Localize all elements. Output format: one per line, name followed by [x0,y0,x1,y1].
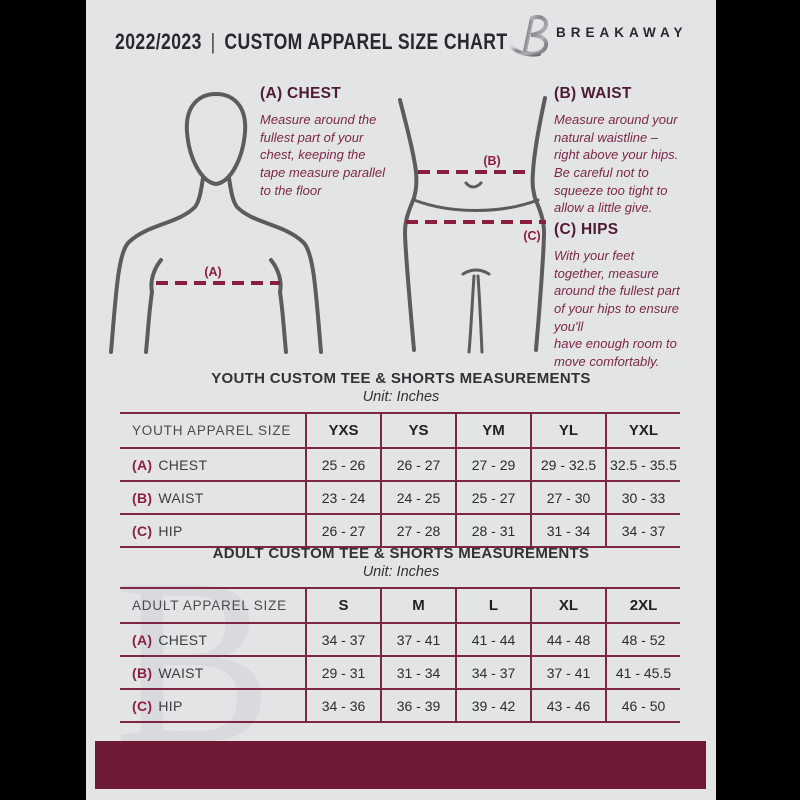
instruction-chest-body: Measure around the fullest part of your … [260,112,386,198]
measurement-cell: 27 - 29 [455,448,531,482]
measurement-cell: 37 - 41 [380,623,456,657]
measurement-cell: 25 - 26 [305,448,381,482]
measurement-cell: 25 - 27 [455,481,531,515]
row-label: (A) CHEST [120,623,306,657]
size-col-header: YXL [605,412,680,449]
instruction-waist-body: Measure around your natural waistline – … [554,112,679,216]
measurement-cell: 41 - 44 [455,623,531,657]
adult-table-title: ADULT CUSTOM TEE & SHORTS MEASUREMENTS [212,545,590,562]
letterbox-left [0,0,86,800]
row-label: (B) WAIST [120,656,306,690]
row-label: (C) HIP [120,689,306,723]
chest-line-label: (A) [204,265,221,279]
measurement-cell: 43 - 46 [530,689,606,723]
youth-size-header: YOUTH APPAREL SIZE [120,412,306,449]
measurement-cell: 46 - 50 [605,689,680,723]
measurement-cell: 29 - 32.5 [530,448,606,482]
brand-wordmark: BREAKAWAY [556,25,688,40]
measurement-cell: 48 - 52 [605,623,680,657]
youth-table-unit: Unit: Inches [362,389,440,405]
measurement-cell: 36 - 39 [380,689,456,723]
size-col-header: YL [530,412,606,449]
instruction-hips-heading: (C) HIPS [554,221,619,238]
measurement-cell: 24 - 25 [380,481,456,515]
row-label: (A) CHEST [120,448,306,482]
measurement-cell: 34 - 37 [605,514,680,548]
instruction-waist: (B) WAIST Measure around your natural wa… [554,85,710,217]
page-title: 2022/2023 | CUSTOM APPAREL SIZE CHART [115,29,508,55]
size-col-header: YXS [305,412,381,449]
measurement-cell: 30 - 33 [605,481,680,515]
table-row: (C) HIP 26 - 27 27 - 28 28 - 31 31 - 34 3… [120,514,680,548]
size-chart-page: B 2022/2023 | CUSTOM APPAREL SIZE CHART BR… [86,0,716,800]
size-col-header: L [455,587,531,624]
measurement-cell: 26 - 27 [305,514,381,548]
table-row: (B) WAIST 29 - 31 31 - 34 34 - 37 37 - 41… [120,656,680,690]
table-row: (A) CHEST 34 - 37 37 - 41 41 - 44 44 - 48… [120,623,680,657]
measurement-cell: 31 - 34 [530,514,606,548]
upper-body-figure: (A) [109,91,323,354]
instruction-hips-body: With your feet together, measure around … [554,248,680,370]
size-col-header: S [305,587,381,624]
measurement-cell: 41 - 45.5 [605,656,680,690]
youth-table-title: YOUTH CUSTOM TEE & SHORTS MEASUREMENTS [211,370,591,387]
measurement-cell: 29 - 31 [305,656,381,690]
size-col-header: 2XL [605,587,680,624]
waist-line-label: (B) [483,154,500,168]
instruction-waist-heading: (B) WAIST [554,85,632,102]
measurement-cell: 23 - 24 [305,481,381,515]
title-text: CUSTOM APPAREL SIZE CHART [224,29,508,54]
row-label: (B) WAIST [120,481,306,515]
instruction-hips: (C) HIPS With your feet together, measur… [554,221,710,371]
size-col-header: M [380,587,456,624]
measurement-cell: 34 - 36 [305,689,381,723]
measurement-cell: 27 - 30 [530,481,606,515]
instruction-chest: (A) CHEST Measure around the fullest par… [260,85,410,199]
measurement-cell: 27 - 28 [380,514,456,548]
measurement-cell: 28 - 31 [455,514,531,548]
table-row: (A) CHEST 25 - 26 26 - 27 27 - 29 29 - 32… [120,448,680,482]
size-col-header: YS [380,412,456,449]
footer-accent-bar [95,741,706,789]
measurement-cell: 34 - 37 [305,623,381,657]
table-row: (B) WAIST 23 - 24 24 - 25 25 - 27 27 - 30… [120,481,680,515]
measurement-cell: 26 - 27 [380,448,456,482]
adult-size-header: ADULT APPAREL SIZE [120,587,306,624]
letterbox-right [716,0,800,800]
measurement-cell: 44 - 48 [530,623,606,657]
title-separator: | [210,29,216,54]
row-label: (C) HIP [120,514,306,548]
table-row: (C) HIP 34 - 36 36 - 39 39 - 42 43 - 46 4… [120,689,680,723]
measurement-cell: 34 - 37 [455,656,531,690]
measurement-cell: 31 - 34 [380,656,456,690]
size-col-header: XL [530,587,606,624]
adult-size-table: ADULT APPAREL SIZE S M L XL 2XL (A) CHEST… [120,587,680,723]
measurement-cell: 39 - 42 [455,689,531,723]
instruction-chest-heading: (A) CHEST [260,85,342,102]
size-col-header: YM [455,412,531,449]
breakaway-logo-icon [510,14,549,57]
lower-body-figure: (B) (C) [398,96,547,354]
youth-size-table: YOUTH APPAREL SIZE YXS YS YM YL YXL (A) C… [120,412,680,548]
hips-line-label: (C) [523,229,540,243]
season-label: 2022/2023 [115,29,202,54]
measurement-cell: 37 - 41 [530,656,606,690]
adult-table-unit: Unit: Inches [362,564,440,580]
measurement-cell: 32.5 - 35.5 [605,448,680,482]
